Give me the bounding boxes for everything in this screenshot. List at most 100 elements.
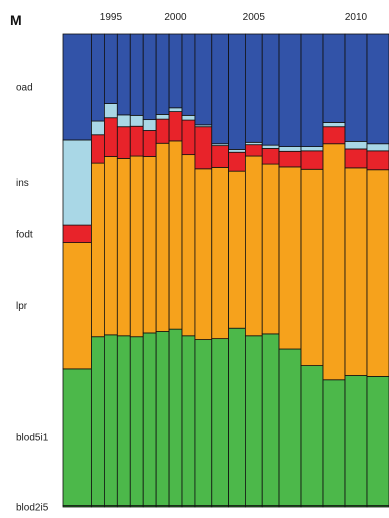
bar-oad-2010	[344, 33, 368, 142]
bar-fodt-2007	[278, 150, 302, 168]
bar-fodt-1993	[62, 224, 92, 243]
x-tick-label-1995: 1995	[100, 12, 123, 23]
bar-oad-2001	[181, 33, 196, 116]
bar-ins-2007	[278, 146, 302, 152]
bar-oad-2008	[300, 33, 324, 147]
bar-fodt-1997	[129, 125, 144, 157]
bar-ins-2009	[322, 122, 346, 128]
bar-oad-2003	[211, 33, 229, 145]
bar-fodt-2003	[211, 145, 229, 168]
bar-fodt-2000	[168, 111, 183, 142]
bar-oad-2011	[366, 33, 389, 145]
x-tick-label-2000: 2000	[164, 12, 187, 23]
bar-lpr-2007	[278, 166, 302, 350]
bar-blod5i1-2004	[228, 327, 246, 506]
bar-blod5i1-1995	[104, 334, 118, 506]
bar-blod5i1-1994	[91, 336, 105, 506]
bar-ins-2004	[228, 149, 246, 153]
bar-blod5i1-2008	[300, 365, 324, 506]
y-label-oad: oad	[16, 83, 33, 94]
bar-fodt-1998	[142, 130, 157, 157]
bar-fodt-2006	[261, 148, 280, 165]
bar-oad-2006	[261, 33, 280, 146]
bar-lpr-2004	[228, 170, 246, 329]
bar-blod5i1-2009	[322, 379, 346, 506]
bar-blod5i1-1996	[116, 335, 131, 506]
panel-letter: M	[10, 12, 22, 28]
x-tick-label-2005: 2005	[243, 12, 266, 23]
bar-fodt-2001	[181, 119, 196, 156]
bar-ins-2001	[181, 114, 196, 121]
bar-lpr-2000	[168, 140, 183, 330]
bar-lpr-1996	[116, 157, 131, 337]
bar-fodt-2009	[322, 126, 346, 145]
bar-lpr-2010	[344, 167, 368, 376]
bar-lpr-2003	[211, 166, 229, 340]
y-label-ins: ins	[16, 178, 29, 189]
bar-lpr-2011	[366, 169, 389, 377]
bar-ins-1995	[104, 103, 118, 119]
bar-fodt-2005	[244, 144, 263, 157]
bar-fodt-2002	[194, 126, 213, 170]
bar-ins-2010	[344, 140, 368, 150]
bar-fodt-2011	[366, 150, 389, 171]
bar-oad-2007	[278, 33, 302, 147]
bar-ins-1996	[116, 114, 131, 128]
bar-ins-2006	[261, 144, 280, 149]
bar-blod5i1-2001	[181, 335, 196, 506]
bar-blod5i1-1998	[142, 332, 157, 506]
bar-lpr-1995	[104, 156, 118, 336]
bar-lpr-2001	[181, 154, 196, 337]
bar-blod5i1-1997	[129, 336, 144, 506]
bar-fodt-2010	[344, 148, 368, 169]
bar-blod5i1-2007	[278, 348, 302, 506]
bar-blod5i1-2002	[194, 339, 213, 506]
bar-oad-1999	[155, 33, 170, 115]
bar-oad-1997	[129, 33, 144, 116]
y-label-blod2i5: blod2i5	[16, 503, 49, 514]
bar-ins-1993	[62, 139, 92, 226]
bar-ins-2011	[366, 143, 389, 152]
bar-blod5i1-2006	[261, 333, 280, 506]
bar-ins-1994	[91, 120, 105, 136]
bar-lpr-1993	[62, 242, 92, 370]
bar-blod5i1-1999	[155, 331, 170, 506]
bar-fodt-2008	[300, 150, 324, 170]
bar-ins-1998	[142, 119, 157, 131]
y-label-lpr: lpr	[16, 301, 28, 312]
bar-lpr-2006	[261, 163, 280, 335]
bar-fodt-1999	[155, 118, 170, 144]
bar-oad-1995	[104, 33, 118, 104]
y-label-fodt: fodt	[16, 229, 33, 240]
bar-lpr-1994	[91, 162, 105, 338]
x-tick-label-2010: 2010	[345, 12, 368, 23]
bar-fodt-1995	[104, 117, 118, 157]
bar-lpr-2009	[322, 143, 346, 381]
bar-oad-2000	[168, 33, 183, 109]
bar-oad-2004	[228, 33, 246, 150]
bar-blod5i1-2011	[366, 376, 389, 506]
bar-ins-2008	[300, 146, 324, 152]
bar-blod5i1-2010	[344, 375, 368, 506]
bar-oad-1998	[142, 33, 157, 121]
bar-ins-1997	[129, 114, 144, 127]
bar-ins-2000	[168, 107, 183, 112]
bar-oad-1994	[91, 33, 105, 122]
bar-blod5i1-2003	[211, 338, 229, 506]
bar-fodt-2004	[228, 151, 246, 172]
bar-fodt-1996	[116, 126, 131, 159]
bar-lpr-1998	[142, 156, 157, 334]
bar-oad-2005	[244, 33, 263, 143]
bar-ins-1999	[155, 114, 170, 120]
bar-lpr-2005	[244, 155, 263, 337]
bar-lpr-2002	[194, 168, 213, 340]
y-label-blod5i1: blod5i1	[16, 433, 49, 444]
bar-oad-2009	[322, 33, 346, 123]
bar-oad-1993	[62, 33, 92, 141]
bar-fodt-1994	[91, 134, 105, 164]
bar-oad-2002	[194, 33, 213, 126]
bar-lpr-1999	[155, 142, 170, 332]
bar-blod5i1-1993	[62, 368, 92, 506]
bar-oad-1996	[116, 33, 131, 116]
